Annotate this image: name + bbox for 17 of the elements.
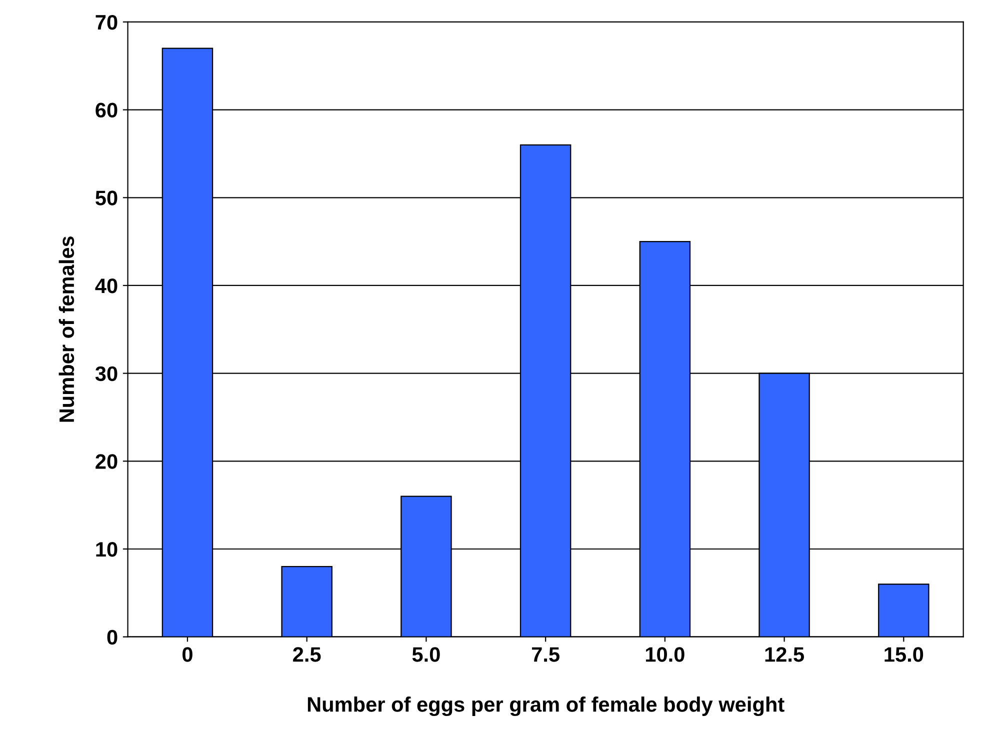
x-tick-label: 12.5 [765, 647, 804, 662]
y-tick-label: 50 [96, 190, 118, 206]
y-tick-label: 40 [95, 278, 118, 294]
x-tick-label: 5.0 [412, 647, 440, 662]
y-tick-label: 60 [96, 102, 118, 118]
y-tick-label: 70 [96, 14, 118, 30]
x-tick-label: 0 [182, 647, 192, 662]
y-tick-label: 10 [96, 542, 118, 557]
y-axis-title: Number of females [58, 236, 74, 422]
y-tick-label: 0 [107, 630, 118, 645]
x-axis-title: Number of eggs per gram of female body weight [308, 696, 784, 716]
x-tick-label: 7.5 [532, 647, 560, 662]
y-tick-label: 20 [96, 454, 118, 469]
x-tick-label: 10.0 [646, 647, 684, 662]
y-tick-label: 30 [95, 366, 118, 382]
x-tick-label: 15.0 [884, 647, 924, 662]
x-tick-label: 2.5 [293, 647, 321, 662]
